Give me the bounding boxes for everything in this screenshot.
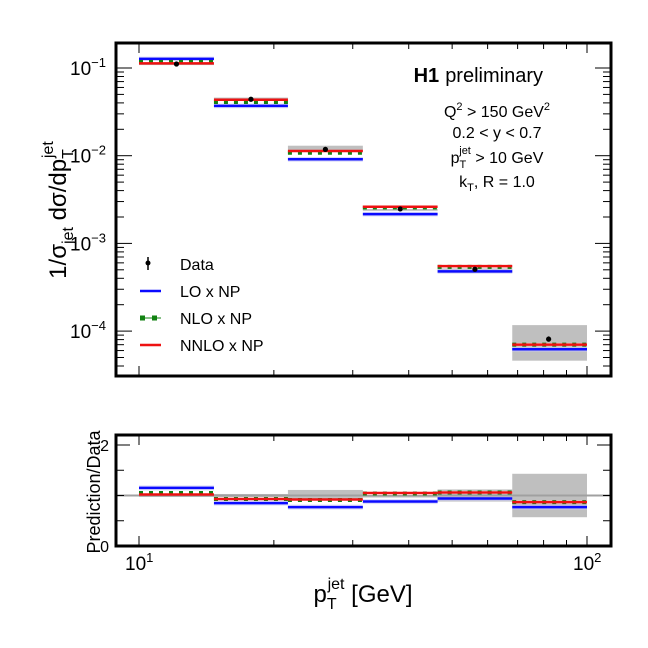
data-point <box>173 61 180 67</box>
legend-label-lo: LO x NP <box>180 284 240 301</box>
data-point <box>397 206 403 212</box>
experiment-label: H1 preliminary <box>414 65 543 87</box>
tick-exponent: 2 <box>594 550 601 565</box>
ratio-y-axis: 02 <box>100 438 611 556</box>
cut-pt: pTjet > 10 GeV <box>451 145 544 171</box>
legend-nlo-marker <box>152 315 157 321</box>
main-data-points <box>173 61 552 342</box>
main-frame-rect <box>114 41 613 378</box>
tick-base: 10 <box>70 147 91 168</box>
legend-label-nlo: NLO x NP <box>180 311 252 328</box>
data-point <box>546 336 552 342</box>
main-y-axis: 10−110−210−310−4 <box>70 55 611 367</box>
main-y-tick-label: 10−4 <box>70 318 106 343</box>
ratio-x-tick-label: 102 <box>573 550 601 575</box>
legend-label-data: Data <box>180 257 214 274</box>
main-y-tick-label: 10−3 <box>70 230 106 255</box>
data-point <box>472 266 478 272</box>
tick-exponent: −2 <box>91 143 106 158</box>
data-point <box>248 96 254 102</box>
tick-base: 10 <box>70 322 91 343</box>
legend-entry-nlo: NLO x NP <box>140 311 252 328</box>
ratio-x-tick-label: 101 <box>125 550 153 575</box>
ratio-prediction-series <box>139 486 587 509</box>
tick-exponent: −3 <box>91 230 106 245</box>
x-axis-label: pTjet [GeV] <box>313 576 412 613</box>
main-y-tick-label: 10−1 <box>70 55 106 80</box>
ratio-panel-frame <box>114 433 613 548</box>
tick-exponent: −4 <box>91 318 106 333</box>
main-prediction-series <box>139 57 587 351</box>
tick-base: 10 <box>125 554 146 575</box>
main-panel-frame <box>114 41 613 378</box>
tick-base: 10 <box>70 234 91 255</box>
annotation-block: H1 preliminary Q2 > 150 GeV2 0.2 < y < 0.… <box>414 65 550 194</box>
legend-entry-nnlo: NNLO x NP <box>140 338 264 355</box>
legend-label-nnlo: NNLO x NP <box>180 338 264 355</box>
ratio-y-tick-label: 2 <box>100 438 109 455</box>
ratio-x-axis: 101 102 <box>125 435 601 575</box>
tick-exponent: 1 <box>146 550 153 565</box>
legend-entry-data: Data <box>145 257 214 274</box>
cut-y: 0.2 < y < 0.7 <box>453 125 542 142</box>
ratio-frame-rect <box>114 433 613 548</box>
main-y-tick-label: 10−2 <box>70 143 106 168</box>
data-point <box>322 146 328 152</box>
tick-exponent: −1 <box>91 55 106 70</box>
tick-base: 10 <box>70 59 91 80</box>
cut-q2: Q2 > 150 GeV2 <box>444 101 550 121</box>
legend: Data LO x NP NLO x NP NNLO x NP <box>140 257 264 355</box>
legend-data-marker <box>145 260 151 266</box>
ratio-y-tick-label: 0 <box>100 539 109 556</box>
ratio-y-axis-label: Prediction/Data <box>84 429 104 553</box>
tick-base: 10 <box>573 554 594 575</box>
main-y-axis-label: 1/σjet dσ/dpTjet <box>40 141 77 279</box>
legend-entry-lo: LO x NP <box>140 284 240 301</box>
jet-algorithm: kT, R = 1.0 <box>459 174 535 194</box>
legend-nlo-marker <box>140 315 145 321</box>
